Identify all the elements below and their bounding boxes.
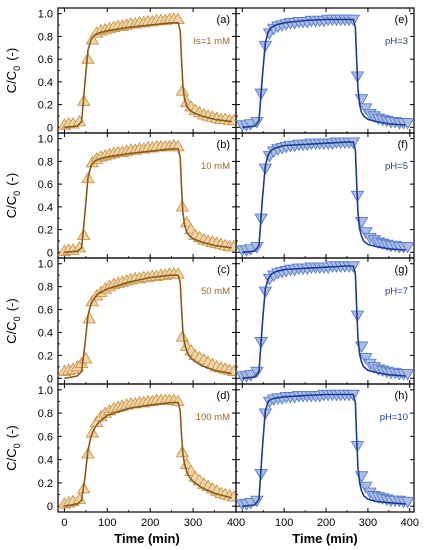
data-point <box>400 241 414 254</box>
y-tick-label: 0.2 <box>38 478 53 490</box>
x-tick-label: 300 <box>359 517 377 529</box>
data-point <box>359 353 373 365</box>
y-tick-label: 0 <box>47 122 53 134</box>
y-tick-label: 0.8 <box>38 31 53 43</box>
model-line <box>64 22 232 129</box>
x-tick-label: 300 <box>184 517 202 529</box>
data-layer <box>58 138 236 256</box>
panel-id-label: (e) <box>395 14 408 26</box>
y-tick-label: 0.8 <box>38 408 53 420</box>
panel-g: (g) pH=7 <box>235 257 415 385</box>
y-tick-label: 0.4 <box>38 77 53 89</box>
panel-d: 0 0.2 0.4 0.6 0.8 1.0 0 100 200 300 400 (d) 100 mM C/… <box>4 383 245 529</box>
x-tick-label: 400 <box>401 517 419 529</box>
panel-id-label: (g) <box>395 264 408 276</box>
x-tick-label: 400 <box>227 517 245 529</box>
panel-annotation: 10 mM <box>201 161 230 172</box>
data-point <box>400 496 414 509</box>
y-tick-label: 0.6 <box>38 179 53 191</box>
model-line <box>242 265 406 380</box>
y-tick-label: 0.4 <box>38 327 53 339</box>
data-point <box>243 370 258 382</box>
y-axis-label: C/C0(-) <box>4 425 22 470</box>
data-layer <box>236 389 414 511</box>
panel-c: 0 0.2 0.4 0.6 0.8 1.0 (c) 50 mM C/C0(-) <box>4 257 237 385</box>
y-tick-label: 0.2 <box>38 100 53 112</box>
y-tick-label: 0.4 <box>38 455 53 467</box>
panel-id-label: (h) <box>395 390 408 402</box>
x-axis-label-right: Time (min) <box>292 531 358 546</box>
panel-id-label: (f) <box>398 139 408 151</box>
data-layer <box>58 393 236 509</box>
y-axis-label: C/C0(-) <box>4 173 22 218</box>
data-point <box>400 369 414 381</box>
data-layer <box>58 267 236 380</box>
data-point <box>359 227 373 239</box>
data-point <box>175 330 190 342</box>
y-tick-label: 0.2 <box>38 350 53 362</box>
y-tick-label: 0.8 <box>38 282 53 294</box>
y-tick-label: 0 <box>47 501 53 513</box>
data-point <box>400 118 414 130</box>
y-tick-label: 0.8 <box>38 156 53 168</box>
y-tick-label: 0.2 <box>38 225 53 237</box>
y-axis-label: C/C0(-) <box>4 48 22 93</box>
panel-id-label: (d) <box>217 390 230 402</box>
y-tick-label: 1.0 <box>38 259 53 271</box>
model-line <box>64 401 232 507</box>
model-line <box>64 274 232 380</box>
panel-annotation: pH=3 <box>385 36 408 47</box>
x-axis-label-left: Time (min) <box>114 531 180 546</box>
data-point <box>82 311 97 324</box>
panel-annotation: 50 mM <box>201 286 230 297</box>
model-line <box>242 141 406 254</box>
data-point <box>250 366 264 379</box>
y-tick-label: 1.0 <box>38 385 53 397</box>
panel-annotation: pH=10 <box>380 412 408 423</box>
y-tick-label: 1.0 <box>38 134 53 146</box>
panel-e: (e) pH=3 <box>235 7 415 134</box>
y-tick-label: 0.6 <box>38 431 53 443</box>
y-tick-label: 0 <box>47 247 53 259</box>
y-tick-label: 0.6 <box>38 54 53 66</box>
y-axis-label: C/C0(-) <box>4 298 22 343</box>
panel-f: (f) pH=5 <box>235 132 415 259</box>
x-tick-label: 100 <box>275 517 293 529</box>
y-tick-label: 0.4 <box>38 202 53 214</box>
x-tick-label: 100 <box>98 517 116 529</box>
x-tick-label: 0 <box>61 517 67 529</box>
panel-annotation: pH=5 <box>385 161 408 172</box>
panel-annotation: pH=7 <box>385 286 408 297</box>
y-tick-label: 0 <box>47 373 53 385</box>
panel-b: 0 0.2 0.4 0.6 0.8 1.0 (b) 10 mM C/C0(-) <box>4 132 237 259</box>
panel-h: 100 200 300 400 (h) pH=10 <box>235 383 419 529</box>
panel-id-label: (b) <box>217 139 230 151</box>
x-tick-label: 200 <box>317 517 335 529</box>
y-tick-label: 0.6 <box>38 305 53 317</box>
y-tick-label: 1.0 <box>38 9 53 21</box>
data-point <box>359 103 373 115</box>
data-point <box>354 216 369 229</box>
data-point <box>359 481 373 494</box>
panel-annotation: 100 mM <box>196 412 230 423</box>
panel-id-label: (c) <box>217 264 230 276</box>
model-line <box>242 393 406 507</box>
data-point <box>175 84 190 96</box>
data-point <box>354 341 369 354</box>
x-tick-label: 200 <box>141 517 159 529</box>
model-line <box>64 148 232 254</box>
data-point <box>76 228 91 240</box>
panel-id-label: (a) <box>217 14 230 26</box>
data-layer <box>236 137 414 257</box>
data-point <box>227 489 236 502</box>
data-layer <box>236 14 414 132</box>
data-layer <box>58 12 236 130</box>
data-point <box>354 471 369 483</box>
panel-annotation: Is=1 mM <box>193 36 230 47</box>
model-line <box>242 18 406 129</box>
panel-a: 0 0.2 0.4 0.6 0.8 1.0 (a) Is=1 mM C/C0(-) <box>4 7 237 134</box>
data-layer <box>236 261 414 383</box>
